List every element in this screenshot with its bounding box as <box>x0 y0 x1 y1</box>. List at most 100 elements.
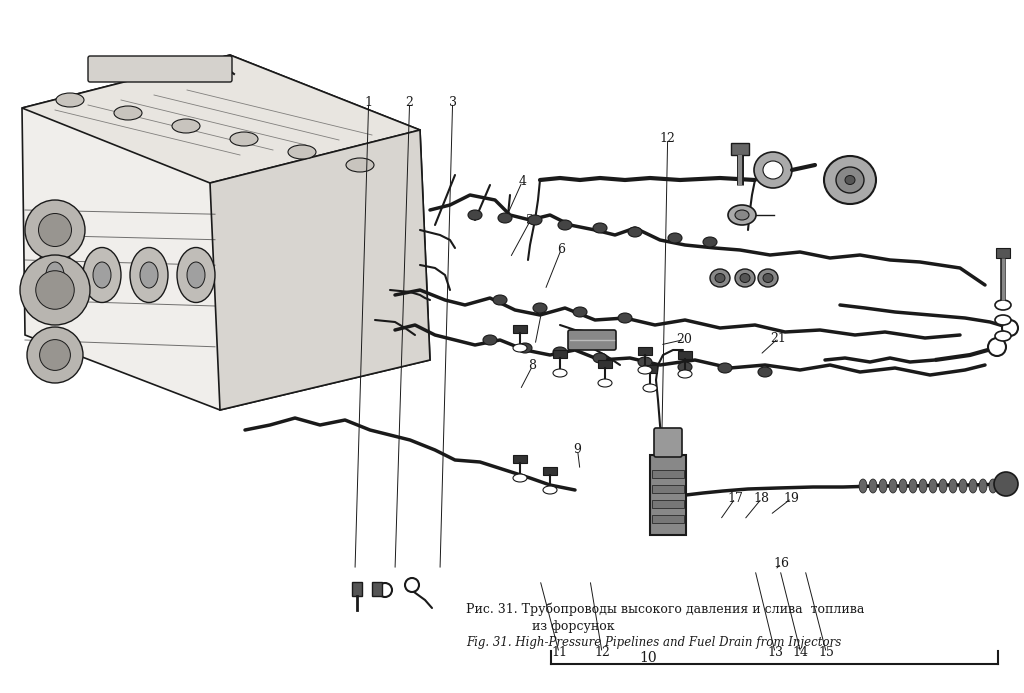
FancyBboxPatch shape <box>352 582 362 596</box>
Ellipse shape <box>83 247 121 303</box>
Ellipse shape <box>618 313 632 323</box>
Ellipse shape <box>758 269 778 287</box>
Ellipse shape <box>553 369 567 377</box>
Ellipse shape <box>989 479 997 493</box>
Ellipse shape <box>740 274 750 283</box>
Circle shape <box>20 255 90 325</box>
Ellipse shape <box>187 262 205 288</box>
Ellipse shape <box>114 106 142 120</box>
FancyBboxPatch shape <box>652 485 684 493</box>
FancyBboxPatch shape <box>654 428 682 457</box>
Ellipse shape <box>703 237 717 247</box>
FancyBboxPatch shape <box>553 350 567 358</box>
Ellipse shape <box>758 367 772 377</box>
Ellipse shape <box>483 335 497 345</box>
FancyBboxPatch shape <box>568 330 616 350</box>
Ellipse shape <box>836 167 864 193</box>
Ellipse shape <box>754 152 792 188</box>
Ellipse shape <box>130 247 168 303</box>
Text: Рис. 31. Трубопроводы высокого давления и слива  топлива: Рис. 31. Трубопроводы высокого давления … <box>466 603 864 616</box>
Text: 4: 4 <box>518 175 526 188</box>
Ellipse shape <box>518 343 532 353</box>
Circle shape <box>25 200 85 260</box>
Ellipse shape <box>513 344 527 352</box>
FancyBboxPatch shape <box>678 351 692 359</box>
Text: 16: 16 <box>773 557 790 570</box>
FancyBboxPatch shape <box>643 365 657 373</box>
Ellipse shape <box>995 300 1011 310</box>
FancyBboxPatch shape <box>731 143 749 155</box>
Ellipse shape <box>230 132 258 146</box>
Ellipse shape <box>939 479 947 493</box>
FancyBboxPatch shape <box>650 455 686 535</box>
Circle shape <box>36 271 75 309</box>
Ellipse shape <box>909 479 918 493</box>
Ellipse shape <box>919 479 927 493</box>
Ellipse shape <box>573 307 587 317</box>
Ellipse shape <box>979 479 987 493</box>
Text: 8: 8 <box>528 360 537 372</box>
Ellipse shape <box>93 262 111 288</box>
FancyBboxPatch shape <box>88 56 232 82</box>
Circle shape <box>27 327 83 383</box>
Ellipse shape <box>378 583 392 597</box>
Ellipse shape <box>468 210 482 220</box>
Ellipse shape <box>845 175 855 184</box>
FancyBboxPatch shape <box>543 467 557 475</box>
Text: 17: 17 <box>727 492 743 505</box>
Ellipse shape <box>140 262 158 288</box>
Text: из форсунок: из форсунок <box>532 620 614 633</box>
Text: 13: 13 <box>767 647 783 659</box>
Ellipse shape <box>346 158 374 172</box>
Ellipse shape <box>638 366 652 374</box>
Ellipse shape <box>879 479 887 493</box>
Text: 1: 1 <box>365 96 373 109</box>
Text: 10: 10 <box>639 651 657 665</box>
Ellipse shape <box>638 357 652 367</box>
Text: 5: 5 <box>526 214 535 227</box>
Text: 14: 14 <box>793 647 809 659</box>
Text: 7: 7 <box>538 305 546 317</box>
Ellipse shape <box>678 362 692 372</box>
Ellipse shape <box>172 119 200 133</box>
Ellipse shape <box>715 274 725 283</box>
Polygon shape <box>22 55 420 183</box>
Ellipse shape <box>969 479 977 493</box>
Ellipse shape <box>56 93 84 107</box>
Ellipse shape <box>553 347 567 357</box>
Ellipse shape <box>628 227 642 237</box>
Text: 12: 12 <box>659 132 676 145</box>
Circle shape <box>1002 320 1018 336</box>
Ellipse shape <box>493 295 507 305</box>
Ellipse shape <box>728 205 756 225</box>
FancyBboxPatch shape <box>652 515 684 523</box>
Text: 11: 11 <box>551 647 567 659</box>
FancyBboxPatch shape <box>996 248 1010 258</box>
Text: 2: 2 <box>406 96 414 109</box>
Ellipse shape <box>949 479 957 493</box>
Text: 6: 6 <box>557 243 565 256</box>
Ellipse shape <box>593 353 607 363</box>
Text: Fig. 31. High-Pressure Pipelines and Fuel Drain from Injectors: Fig. 31. High-Pressure Pipelines and Fue… <box>466 636 841 649</box>
Ellipse shape <box>995 315 1011 325</box>
Text: 19: 19 <box>783 492 800 505</box>
Ellipse shape <box>929 479 937 493</box>
Ellipse shape <box>999 479 1007 493</box>
FancyBboxPatch shape <box>598 360 612 368</box>
Polygon shape <box>22 55 430 410</box>
Circle shape <box>988 338 1006 356</box>
FancyBboxPatch shape <box>513 325 527 333</box>
Ellipse shape <box>710 269 730 287</box>
Ellipse shape <box>593 223 607 233</box>
Text: 12: 12 <box>594 647 610 659</box>
Ellipse shape <box>598 379 612 387</box>
Circle shape <box>39 213 72 247</box>
Ellipse shape <box>36 247 74 303</box>
Ellipse shape <box>528 215 542 225</box>
Circle shape <box>994 472 1018 496</box>
Ellipse shape <box>534 303 547 313</box>
Ellipse shape <box>668 233 682 243</box>
Ellipse shape <box>288 145 316 159</box>
Polygon shape <box>210 130 430 410</box>
Ellipse shape <box>869 479 877 493</box>
